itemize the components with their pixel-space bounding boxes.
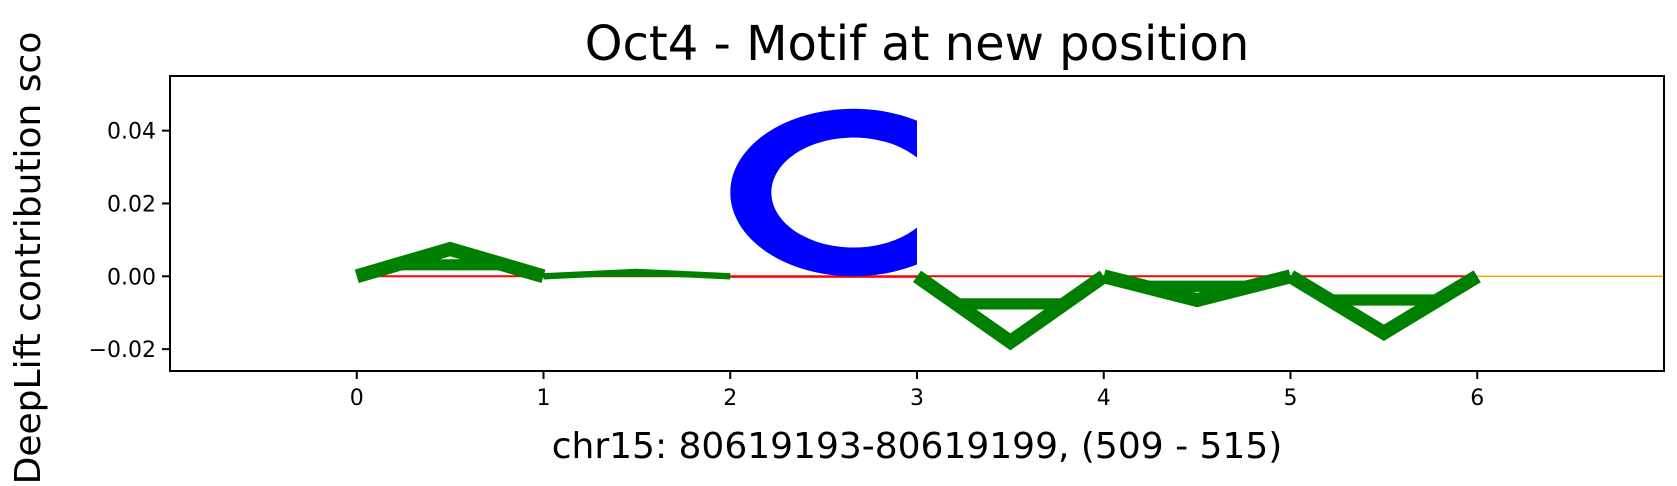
plot-area xyxy=(354,108,1664,351)
letter-a-pos-4 xyxy=(1102,269,1293,308)
y-tick-label: 0.02 xyxy=(107,192,156,217)
x-tick-label: 0 xyxy=(350,386,364,411)
y-axis: 0.04 0.02 0.00 −0.02 xyxy=(89,120,170,363)
x-axis: 0 1 2 3 4 5 6 xyxy=(350,371,1484,411)
y-tick-label: 0.00 xyxy=(107,265,156,290)
x-tick-label: 6 xyxy=(1470,386,1484,411)
x-tick-label: 2 xyxy=(723,386,737,411)
y-tick-label: 0.04 xyxy=(107,120,156,145)
letter-a-pos-5 xyxy=(1286,270,1481,341)
chart-title: Oct4 - Motif at new position xyxy=(585,16,1250,72)
letter-c-pos-2 xyxy=(730,108,917,277)
x-tick-label: 3 xyxy=(910,386,924,411)
letter-g-pos-6 xyxy=(1477,275,1664,278)
x-tick-label: 5 xyxy=(1284,386,1298,411)
x-tick-label: 4 xyxy=(1097,386,1111,411)
plot-frame xyxy=(169,75,1665,372)
letter-a-pos-1 xyxy=(543,268,731,280)
y-axis-label: DeepLift contribution sco xyxy=(8,32,49,485)
letter-a-pos-3 xyxy=(912,270,1108,351)
x-axis-label: chr15: 80619193-80619199, (509 - 515) xyxy=(552,426,1283,467)
y-tick-label: −0.02 xyxy=(89,338,156,363)
letter-t-pos-2 xyxy=(730,276,917,278)
x-tick-label: 1 xyxy=(537,386,551,411)
letter-a-pos-0 xyxy=(354,241,546,284)
